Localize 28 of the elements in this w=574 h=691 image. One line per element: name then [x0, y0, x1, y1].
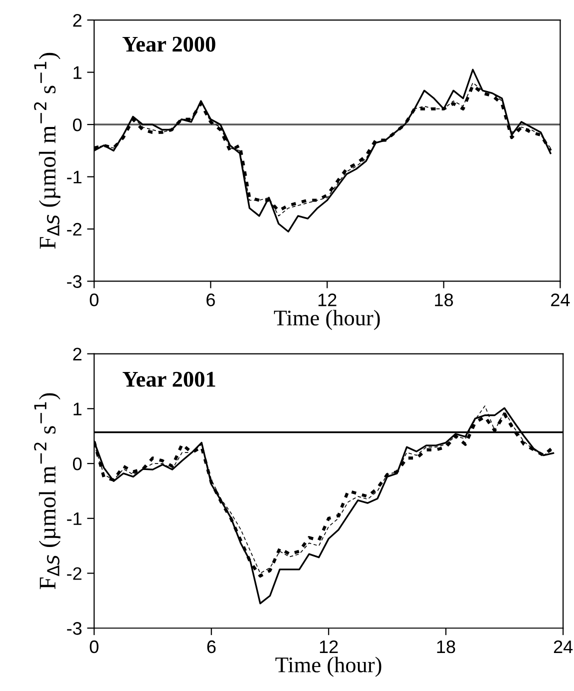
x-tick-label: 12 — [320, 640, 338, 654]
y-tick-label: 0 — [72, 118, 82, 132]
x-tick-label: 6 — [206, 294, 215, 306]
x-tick-label: 18 — [437, 640, 456, 654]
y-tick-label: 2 — [73, 348, 82, 360]
y-tick-label: -3 — [67, 622, 82, 635]
y-tick-label: 0 — [72, 457, 82, 470]
y-axis-title: F$_{ΔS}$ (µmol m$^{−2}$ s$^{−1}$) — [34, 393, 60, 590]
y-tick-label: 1 — [74, 402, 82, 416]
x-tick-label: 0 — [90, 294, 98, 306]
text: Year 2000 — [122, 36, 216, 52]
x-tick-label: 6 — [207, 640, 216, 654]
x-tick-label: 0 — [90, 640, 98, 654]
x-axis-title: Time (hour) — [275, 656, 382, 677]
x-tick-label: 24 — [554, 640, 573, 654]
y-tick-label: -1 — [67, 170, 82, 184]
y-tick-label: 1 — [74, 66, 82, 79]
x-axis-title: Time (hour) — [274, 310, 380, 330]
y-tick-label: -2 — [67, 567, 82, 580]
y-tick-label: -2 — [67, 222, 82, 236]
y-tick-label: -3 — [67, 275, 82, 288]
y-tick-label: 2 — [73, 14, 82, 27]
text: Year 2001 — [122, 372, 216, 387]
y-tick-label: -1 — [67, 512, 82, 525]
x-tick-label: 24 — [551, 294, 570, 306]
x-tick-label: 12 — [318, 294, 336, 306]
x-tick-label: 18 — [435, 294, 453, 306]
y-axis-title: F$_{ΔS}$ (µmol m$^{−2}$ s$^{−1}$) — [34, 52, 60, 249]
